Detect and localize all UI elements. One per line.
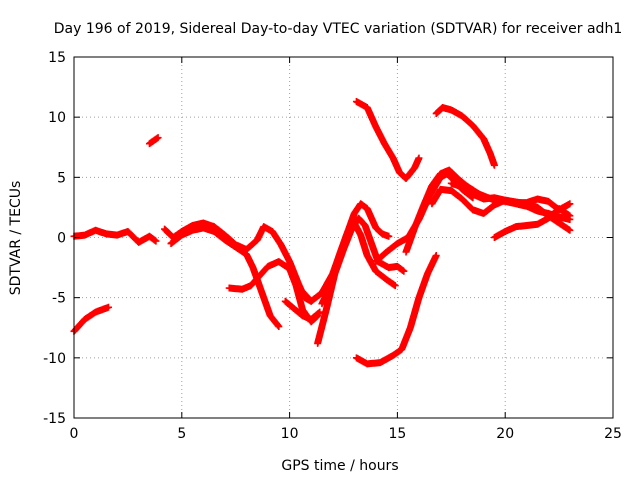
axis-ticks: 0 5 10 15 20 25 -15 -10 -5 0 5 10 15 [43,50,622,442]
data-points [318,219,399,308]
data-points [145,134,162,148]
chart-title: Day 196 of 2019, Sidereal Day-to-day VTE… [54,21,622,37]
x-tick-label: 0 [70,426,79,442]
y-tick-label: 10 [48,110,66,126]
y-tick-label: 15 [48,50,66,66]
x-tick-label: 10 [281,426,299,442]
series-arc-3 [145,134,162,148]
x-tick-label: 5 [177,426,186,442]
data-points [490,205,574,241]
series-arc-11 [352,252,440,368]
data-points [281,297,324,323]
y-axis-label: SDTVAR / TECUs [8,181,24,296]
data-points [432,104,498,169]
y-tick-label: 0 [57,231,66,247]
series-arc-10 [318,219,399,308]
x-tick-label: 20 [496,426,514,442]
y-tick-label: -15 [43,411,66,427]
data-series [70,98,574,368]
y-tick-label: -10 [43,351,66,367]
x-tick-label: 15 [388,426,406,442]
y-tick-label: -5 [52,291,66,307]
x-axis-label: GPS time / hours [281,458,398,474]
y-tick-label: 5 [57,170,66,186]
series-arc-7 [281,297,324,323]
series-arc-18 [490,205,574,241]
data-points [352,252,440,368]
data-points [352,98,423,183]
series-arc-12 [352,98,423,183]
series-arc-16 [432,104,498,169]
x-tick-label: 25 [604,426,622,442]
